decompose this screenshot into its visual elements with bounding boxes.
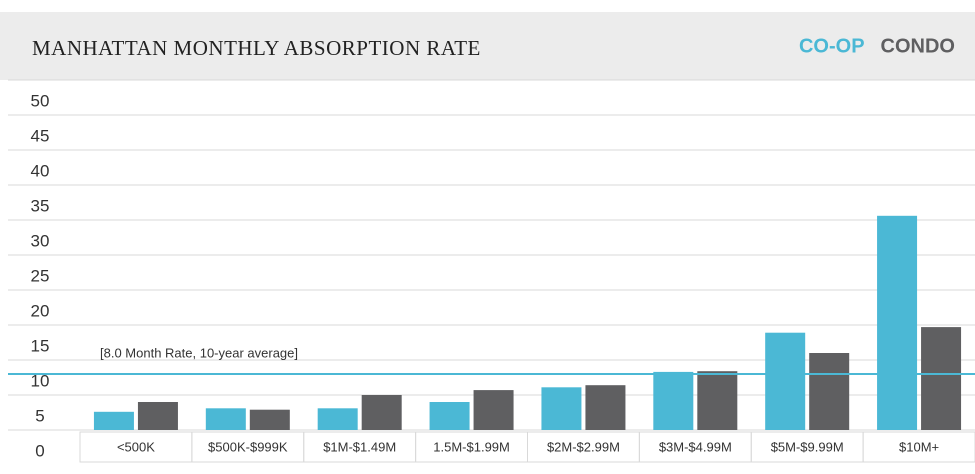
bar: [585, 385, 626, 430]
y-tick-label: 20: [31, 301, 50, 320]
bar: [137, 402, 178, 430]
x-tick-label: $1M-$1.49M: [323, 439, 396, 454]
legend-entry: CONDO: [881, 35, 955, 57]
bar: [317, 408, 358, 430]
bar: [249, 409, 290, 430]
bar: [809, 353, 850, 430]
bar: [877, 215, 918, 430]
x-tick-label: $500K-$999K: [208, 439, 288, 454]
x-tick-label: $5M-$9.99M: [771, 439, 844, 454]
category-box: [862, 431, 975, 463]
bar: [429, 402, 470, 430]
bar: [697, 371, 738, 430]
bar: [765, 332, 806, 430]
bar: [361, 395, 402, 430]
y-tick-label: 0: [35, 441, 44, 460]
x-tick-label: <500K: [117, 439, 155, 454]
legend-entry: CO-OP: [799, 35, 865, 57]
y-tick-label: 15: [31, 336, 50, 355]
x-tick-label: $10M+: [899, 439, 939, 454]
header-band: [0, 12, 975, 80]
y-tick-label: 30: [31, 231, 50, 250]
x-tick-label: $2M-$2.99M: [547, 439, 620, 454]
bar: [473, 390, 514, 430]
bar: [921, 327, 962, 430]
y-tick-label: 10: [31, 371, 50, 390]
y-tick-label: 25: [31, 266, 50, 285]
annotation: [8.0 Month Rate, 10-year average]: [100, 345, 298, 360]
y-tick-label: 45: [31, 126, 50, 145]
y-tick-label: 40: [31, 161, 50, 180]
bar: [653, 371, 694, 430]
bar: [205, 408, 246, 430]
x-tick-label: 1.5M-$1.99M: [433, 439, 510, 454]
y-tick-label: 50: [31, 91, 50, 110]
bar: [93, 411, 134, 430]
y-tick-label: 5: [35, 406, 44, 425]
bar: [541, 387, 582, 430]
x-tick-label: $3M-$4.99M: [659, 439, 732, 454]
y-tick-label: 35: [31, 196, 50, 215]
chart-title: MANHATTAN MONTHLY ABSORPTION RATE: [32, 36, 481, 60]
